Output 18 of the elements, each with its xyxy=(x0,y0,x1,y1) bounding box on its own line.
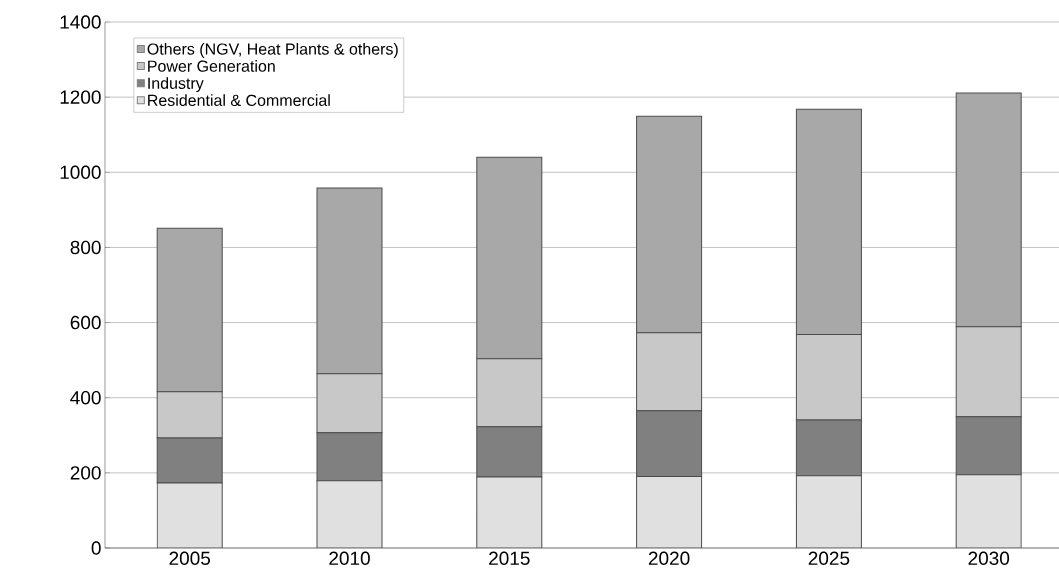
x-tick-label: 2005 xyxy=(169,551,211,565)
y-tick-label: 800 xyxy=(70,240,101,255)
y-tick-label: 1200 xyxy=(60,90,101,104)
legend-label: Power Generation xyxy=(148,60,275,72)
x-tick-label: 2030 xyxy=(968,551,1010,565)
legend-label: Others (NGV, Heat Plants & others) xyxy=(147,42,398,58)
legend-label: Industry xyxy=(148,77,204,93)
y-tick-label: 1000 xyxy=(60,165,101,180)
y-tick-label: 600 xyxy=(70,315,101,330)
x-tick-label: 2010 xyxy=(329,551,370,565)
legend-label: Residential & Commercial xyxy=(148,94,330,107)
x-tick-label: 2025 xyxy=(808,551,850,565)
y-tick-label: 400 xyxy=(70,390,101,405)
x-tick-label: 2015 xyxy=(489,551,530,565)
y-tick-label: 200 xyxy=(70,466,101,480)
x-tick-label: 2020 xyxy=(648,551,690,565)
y-tick-label: 0 xyxy=(91,541,101,555)
y-tick-label: 1400 xyxy=(60,15,101,29)
